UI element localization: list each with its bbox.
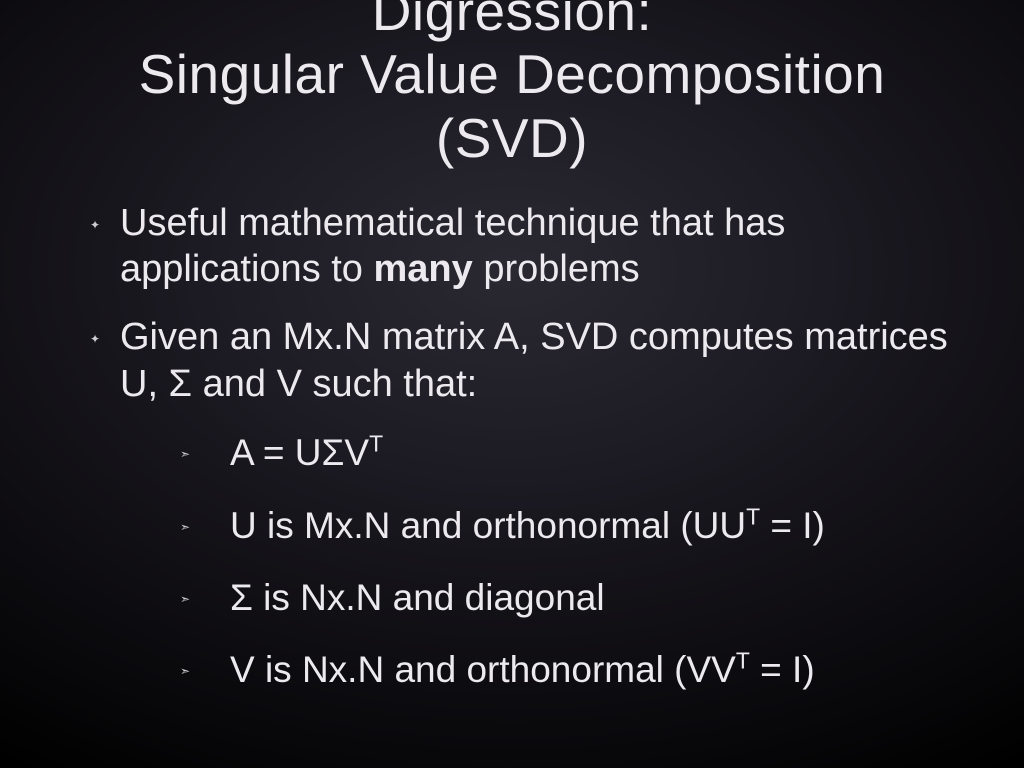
bullet-level2: ➣ A = UΣVT <box>180 431 954 475</box>
title-line-2: Singular Value Decomposition <box>139 43 886 105</box>
text-sup: T <box>746 503 760 529</box>
text-pre: Given an Mx.N matrix A, SVD computes mat… <box>120 316 948 404</box>
diamond-bullet-icon: ✦ <box>70 314 120 346</box>
text-sup: T <box>736 648 750 674</box>
bullet-text: U is Mx.N and orthonormal (UUT = I) <box>230 504 825 548</box>
arrow-bullet-icon: ➣ <box>180 504 230 534</box>
text-bold: many <box>374 248 473 290</box>
arrow-bullet-icon: ➣ <box>180 648 230 678</box>
slide-title: Digression: Singular Value Decomposition… <box>0 0 1024 170</box>
slide: Digression: Singular Value Decomposition… <box>0 0 1024 748</box>
bullet-level1: ✦ Useful mathematical technique that has… <box>70 200 954 293</box>
diamond-bullet-icon: ✦ <box>70 200 120 232</box>
bullet-text: V is Nx.N and orthonormal (VVT = I) <box>230 648 815 692</box>
bullet-level2: ➣ Σ is Nx.N and diagonal <box>180 576 954 620</box>
text-post: = I) <box>750 649 815 690</box>
title-line-3: (SVD) <box>436 107 588 169</box>
bullet-level2: ➣ U is Mx.N and orthonormal (UUT = I) <box>180 504 954 548</box>
arrow-bullet-icon: ➣ <box>180 576 230 606</box>
sub-bullets: ➣ A = UΣVT ➣ U is Mx.N and orthonormal (… <box>70 431 954 693</box>
text-pre: Σ is Nx.N and diagonal <box>230 577 605 618</box>
bullet-level2: ➣ V is Nx.N and orthonormal (VVT = I) <box>180 648 954 692</box>
slide-body: ✦ Useful mathematical technique that has… <box>0 170 1024 693</box>
bullet-level1: ✦ Given an Mx.N matrix A, SVD computes m… <box>70 314 954 407</box>
text-post: problems <box>473 248 640 290</box>
bullet-text: Σ is Nx.N and diagonal <box>230 576 605 620</box>
text-sup: T <box>369 431 383 457</box>
text-pre: U is Mx.N and orthonormal (UU <box>230 505 746 546</box>
arrow-bullet-icon: ➣ <box>180 431 230 461</box>
bullet-text: A = UΣVT <box>230 431 383 475</box>
bullet-text: Given an Mx.N matrix A, SVD computes mat… <box>120 314 954 407</box>
text-pre: A = UΣV <box>230 432 369 473</box>
bullet-text: Useful mathematical technique that has a… <box>120 200 954 293</box>
text-pre: V is Nx.N and orthonormal (VV <box>230 649 736 690</box>
title-line-1: Digression: <box>372 0 653 42</box>
text-post: = I) <box>760 505 825 546</box>
